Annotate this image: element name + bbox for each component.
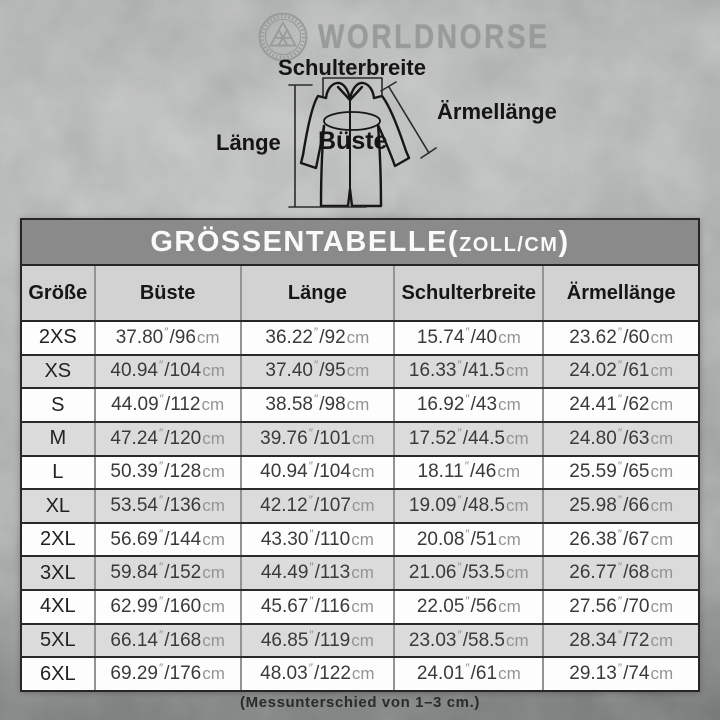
bust-cell: 44.09 ″/112 cm <box>93 389 240 421</box>
table-header-row: Größe Büste Länge Schulterbreite Ärmellänge <box>22 266 698 322</box>
bust-label: Büste <box>318 127 388 155</box>
column-header-2: Länge <box>239 266 393 320</box>
column-header-4: Ärmellänge <box>542 266 697 320</box>
table-row: 3XL 59.84 ″/152 cm 44.49 ″/113 cm 21.06 ″/53.5 cm… <box>22 555 698 590</box>
shoulder-cell: 16.33 ″/41.5 cm <box>393 355 542 388</box>
table-body: 2XS 37.80 ″/96 cm 36.22 ″/92 cm 15.74 ″/40 cm 23.6… <box>22 322 698 691</box>
size-table-title-main: GRÖSSENTABELLE( <box>150 226 460 258</box>
length-cell: 42.12 ″/107 cm <box>239 490 393 522</box>
length-cell: 39.76 ″/101 cm <box>239 422 393 455</box>
brand-logo: WORLDNORSE <box>256 9 575 65</box>
shoulder-cell: 21.06 ″/53.5 cm <box>393 557 542 590</box>
bust-cell: 37.80 ″/96 cm <box>93 322 240 354</box>
length-label: Länge <box>216 130 281 155</box>
length-cell: 45.67 ″/116 cm <box>239 591 393 623</box>
size-cell: 2XL <box>40 528 76 551</box>
size-table: GRÖSSENTABELLE( ZOLL/CM ) Größe Büste Läng… <box>20 218 700 692</box>
length-cell: 37.40 ″/95 cm <box>239 355 393 388</box>
size-cell: L <box>52 460 64 483</box>
table-row: L 50.39 ″/128 cm 40.94 ″/104 cm 18.11 ″/46 cm 25.5… <box>22 454 698 489</box>
sleeve-cell: 25.98 ″/66 cm <box>542 490 697 522</box>
bust-cell: 69.29 ″/176 cm <box>93 658 240 691</box>
shoulder-cell: 20.08 ″/51 cm <box>393 523 542 556</box>
size-cell: 3XL <box>40 561 76 584</box>
garment-diagram <box>288 77 437 208</box>
bust-cell: 66.14 ″/168 cm <box>93 624 240 657</box>
size-cell: XS <box>44 359 72 382</box>
sleeve-cell: 28.34 ″/72 cm <box>542 624 697 657</box>
valknut-emblem-icon <box>258 12 308 62</box>
size-table-title-close: ) <box>558 226 570 258</box>
table-row: XS 40.94 ″/104 cm 37.40 ″/95 cm 16.33 ″/41.5 cm 24… <box>22 353 698 388</box>
shoulder-width-label: Schulterbreite <box>278 55 426 80</box>
size-cell: 2XS <box>38 326 77 349</box>
shoulder-cell: 24.01 ″/61 cm <box>393 658 542 691</box>
size-cell: 5XL <box>40 629 76 652</box>
bust-cell: 62.99 ″/160 cm <box>93 591 240 623</box>
shoulder-cell: 17.52 ″/44.5 cm <box>393 422 542 455</box>
bust-cell: 53.54 ″/136 cm <box>93 490 240 522</box>
sleeve-cell: 27.56 ″/70 cm <box>542 591 697 623</box>
table-row: 6XL 69.29 ″/176 cm 48.03 ″/122 cm 24.01 ″/61 cm 29… <box>22 656 698 691</box>
size-table-title-unit: ZOLL/CM <box>459 234 559 256</box>
table-row: 5XL 66.14 ″/168 cm 46.85 ″/119 cm 23.03 ″/58.5 cm… <box>22 622 698 657</box>
sleeve-cell: 24.80 ″/63 cm <box>542 422 697 455</box>
length-cell: 40.94 ″/104 cm <box>239 456 393 489</box>
column-header-3: Schulterbreite <box>393 266 542 320</box>
sleeve-cell: 23.62 ″/60 cm <box>542 322 697 354</box>
shoulder-cell: 16.92 ″/43 cm <box>393 389 542 421</box>
bust-cell: 47.24 ″/120 cm <box>93 422 240 455</box>
sleeve-cell: 26.77 ″/68 cm <box>542 557 697 590</box>
size-cell: M <box>49 427 67 450</box>
measurement-note: (Messunterschied von 1–3 cm.) <box>240 694 480 711</box>
column-header-1: Büste <box>93 266 240 320</box>
length-cell: 48.03 ″/122 cm <box>239 658 393 691</box>
sleeve-cell: 24.41 ″/62 cm <box>542 389 697 421</box>
shoulder-cell: 15.74 ″/40 cm <box>393 322 542 354</box>
shoulder-cell: 23.03 ″/58.5 cm <box>393 624 542 657</box>
sleeve-cell: 29.13 ″/74 cm <box>542 658 697 691</box>
bust-cell: 40.94 ″/104 cm <box>93 355 240 388</box>
length-cell: 46.85 ″/119 cm <box>239 624 393 657</box>
sleeve-cell: 25.59 ″/65 cm <box>542 456 697 489</box>
bust-cell: 50.39 ″/128 cm <box>93 456 240 489</box>
table-row: XL 53.54 ″/136 cm 42.12 ″/107 cm 19.09 ″/48.5 cm 2… <box>22 488 698 522</box>
length-cell: 43.30 ″/110 cm <box>239 523 393 556</box>
size-cell: XL <box>45 494 71 517</box>
shoulder-cell: 18.11 ″/46 cm <box>393 456 542 489</box>
sleeve-cell: 24.02 ″/61 cm <box>542 355 697 388</box>
brand-wordmark: WORLDNORSE <box>318 16 550 57</box>
shoulder-cell: 22.05 ″/56 cm <box>393 591 542 623</box>
length-cell: 36.22 ″/92 cm <box>239 322 393 354</box>
bust-cell: 56.69 ″/144 cm <box>93 523 240 556</box>
sleeve-cell: 26.38 ″/67 cm <box>542 523 697 556</box>
table-row: M 47.24 ″/120 cm 39.76 ″/101 cm 17.52 ″/44.5 cm 24… <box>22 420 698 455</box>
shoulder-cell: 19.09 ″/48.5 cm <box>393 490 542 522</box>
length-cell: 44.49 ″/113 cm <box>239 557 393 590</box>
table-row: 2XS 37.80 ″/96 cm 36.22 ″/92 cm 15.74 ″/40 cm 23.6… <box>22 322 698 354</box>
size-cell: S <box>51 393 65 416</box>
sleeve-length-label: Ärmellänge <box>437 99 557 124</box>
bust-cell: 59.84 ″/152 cm <box>93 557 240 590</box>
table-row: 4XL 62.99 ″/160 cm 45.67 ″/116 cm 22.05 ″/56 cm 27… <box>22 589 698 623</box>
column-header-0: Größe <box>28 281 88 304</box>
length-cell: 38.58 ″/98 cm <box>239 389 393 421</box>
size-cell: 4XL <box>40 595 76 618</box>
size-cell: 6XL <box>40 662 76 685</box>
table-row: S 44.09 ″/112 cm 38.58 ″/98 cm 16.92 ″/43 cm 24.41… <box>22 387 698 421</box>
table-row: 2XL 56.69 ″/144 cm 43.30 ″/110 cm 20.08 ″/51 cm 26… <box>22 521 698 556</box>
size-table-title: GRÖSSENTABELLE( ZOLL/CM ) <box>22 220 698 266</box>
